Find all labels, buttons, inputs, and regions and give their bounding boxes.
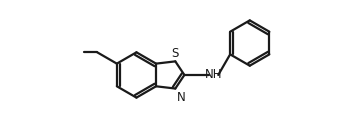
Text: S: S <box>172 47 179 60</box>
Text: NH: NH <box>205 68 223 81</box>
Text: N: N <box>176 91 185 103</box>
